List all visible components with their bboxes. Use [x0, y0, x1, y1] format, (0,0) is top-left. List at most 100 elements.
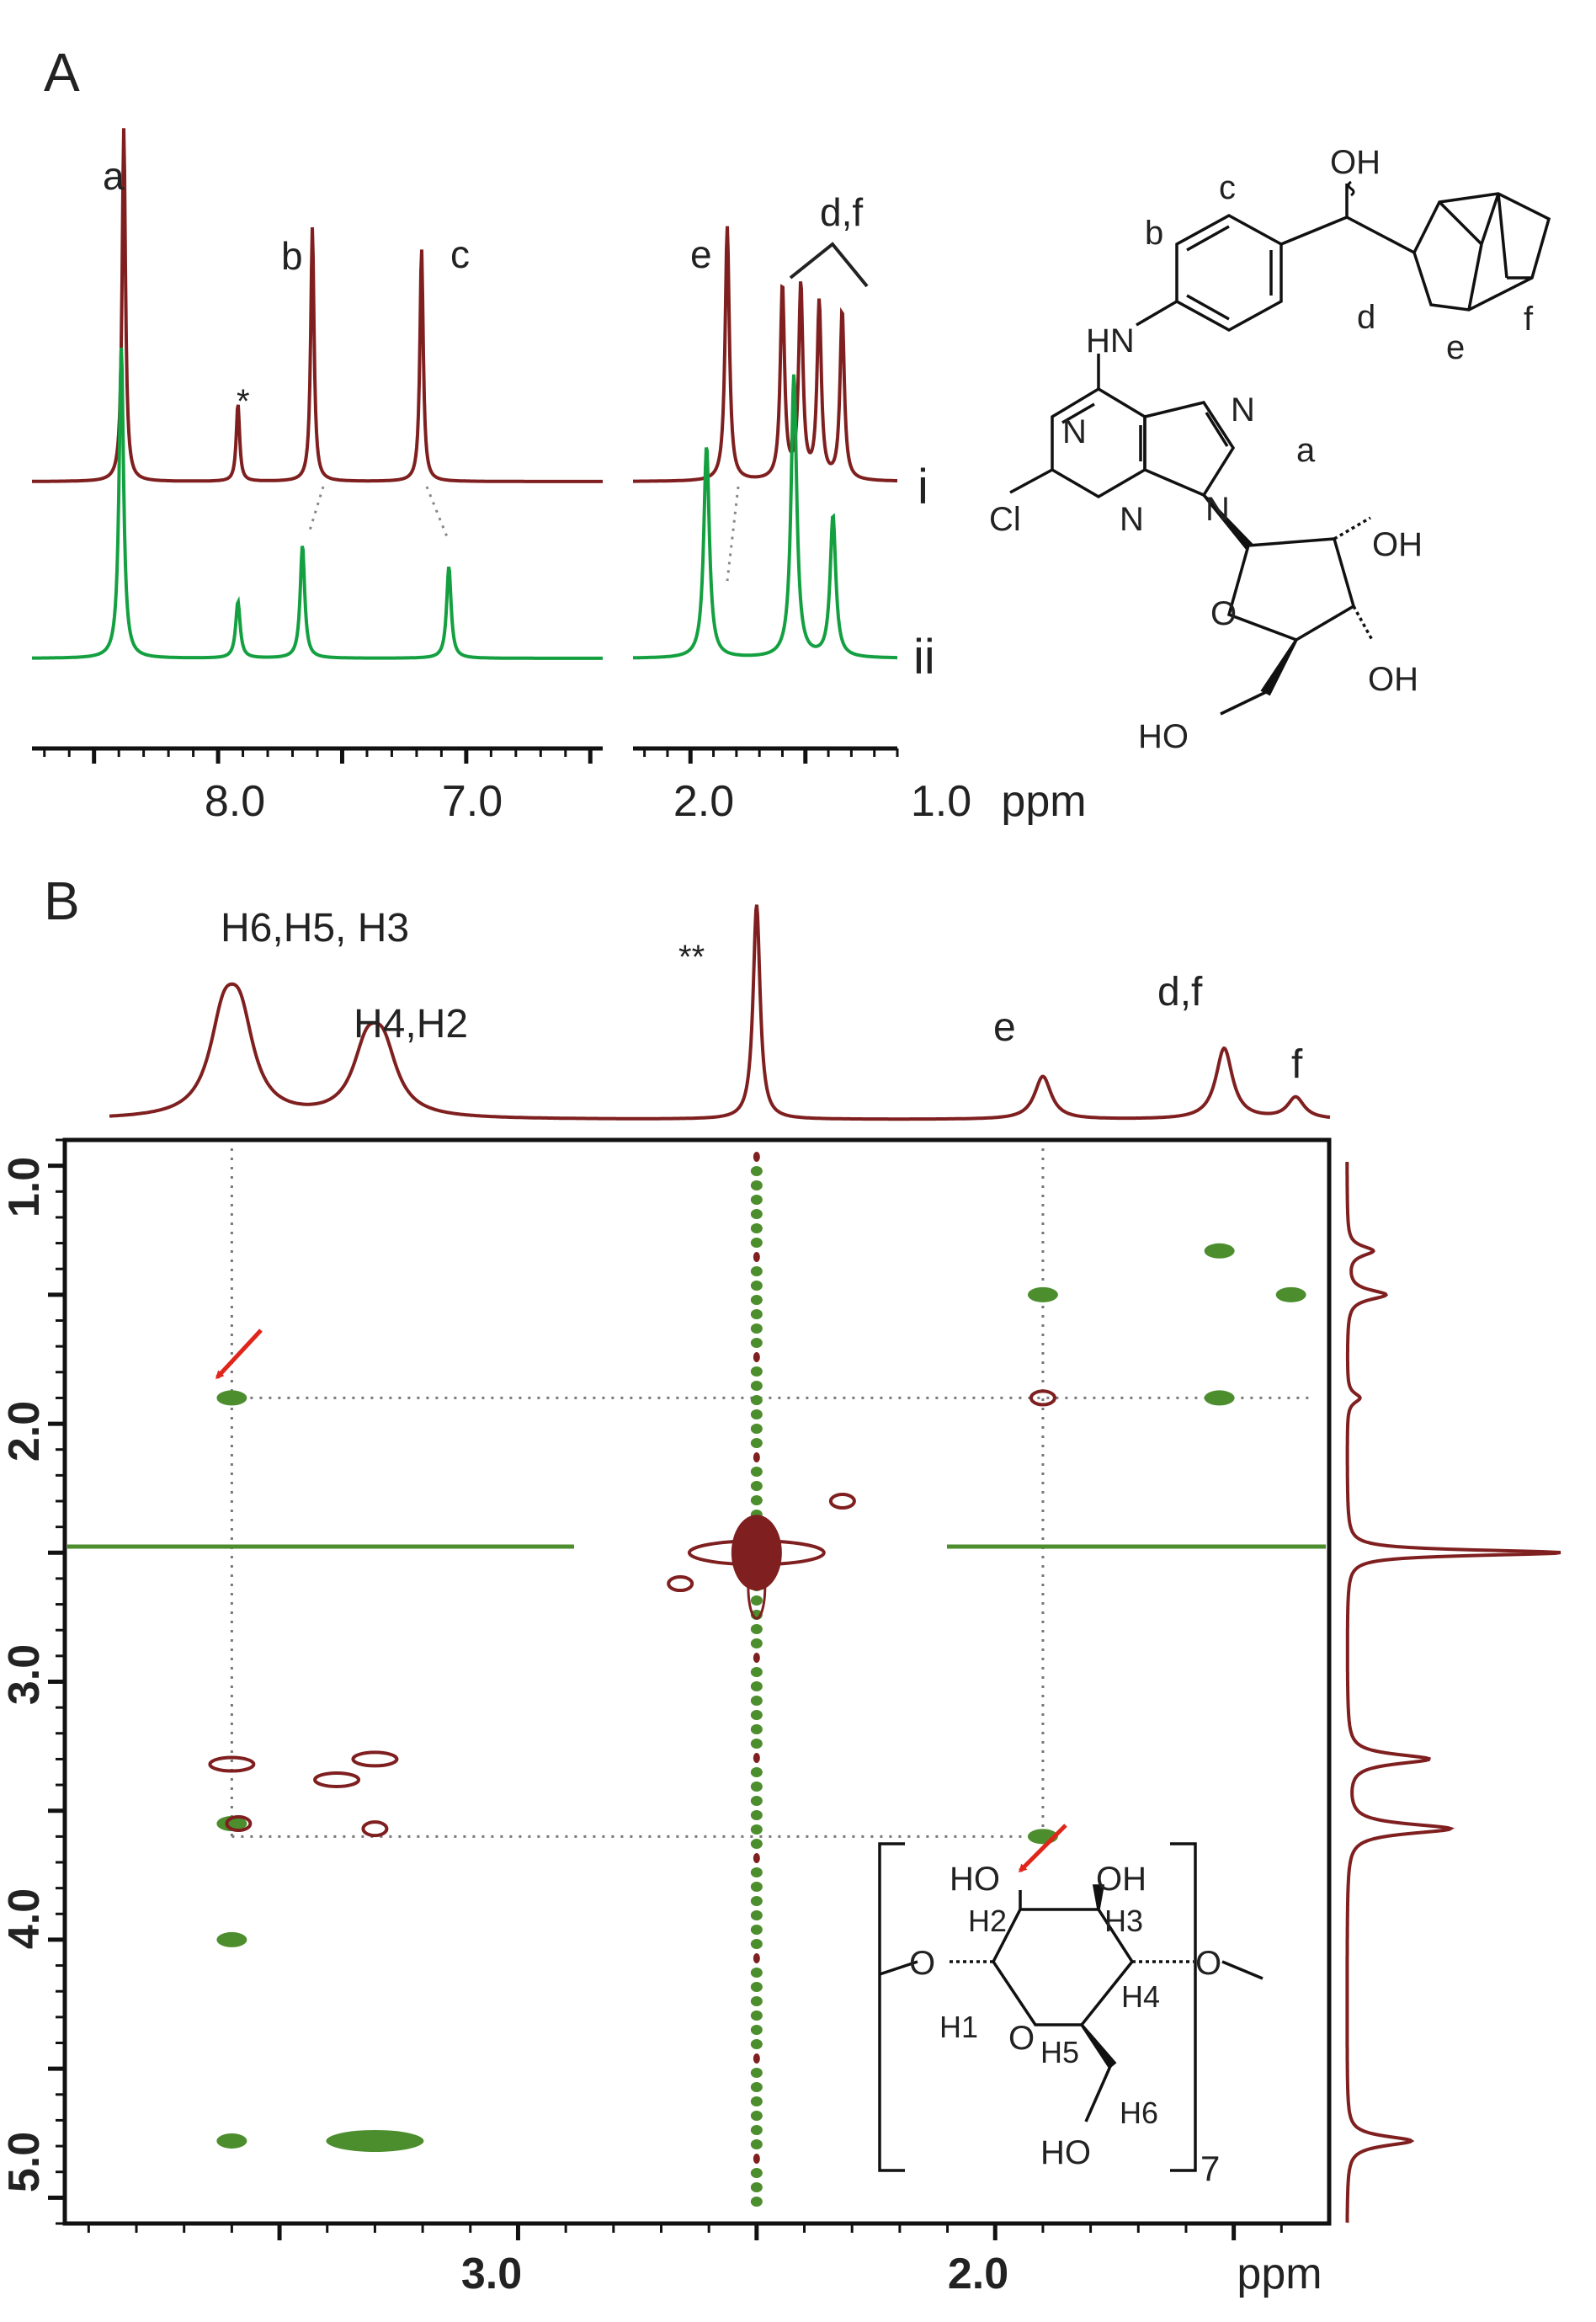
stripe-dot — [750, 1223, 763, 1233]
tick-label-2-0: 2.0 — [673, 777, 734, 826]
cross-peak-negative — [361, 1820, 389, 1838]
y-tick-4-0: 4.0 — [0, 1888, 49, 1949]
stripe-dot — [753, 1152, 760, 1162]
stripe-dot — [750, 1839, 763, 1849]
stripe-dot — [750, 1495, 763, 1505]
stripe-dot — [750, 1309, 763, 1319]
stripe-dot — [750, 1724, 763, 1734]
stripe-dot — [750, 1968, 763, 1978]
stripe-dot — [750, 1180, 763, 1190]
stripe-dot — [750, 1624, 763, 1634]
stripe-dot — [750, 2068, 763, 2078]
stripe-dot — [750, 1882, 763, 1892]
stripe-dot — [750, 1467, 763, 1477]
cross-peak-positive — [216, 2133, 247, 2149]
panel-b-yticks — [48, 1138, 65, 2225]
stripe-dot — [750, 1824, 763, 1835]
label-e-top: e — [993, 1005, 1016, 1050]
cross-peak-positive — [1275, 1286, 1306, 1302]
cross-peak-negative — [351, 1750, 399, 1768]
stripe-dot — [750, 2025, 763, 2035]
stripe-dot — [750, 1796, 763, 1806]
stripe-dot — [750, 2111, 763, 2121]
stripe-dot — [750, 1681, 763, 1691]
stripe-dot — [750, 1338, 763, 1348]
glc-o-left: O — [909, 1945, 935, 1982]
label-solvent-double-star: ** — [678, 939, 705, 976]
spectrum-i-aromatic — [32, 128, 603, 483]
panel-b-label: B — [44, 871, 80, 931]
stripe-dot — [750, 1896, 763, 1906]
stripe-dot — [753, 1653, 760, 1663]
stripe-dot — [750, 1281, 763, 1291]
purine-five-ring — [1143, 401, 1236, 498]
panel-a-shift-guides — [308, 486, 740, 582]
stripe-dot — [750, 1767, 763, 1777]
cross-peak-positive — [216, 1390, 247, 1406]
glucose-structure — [878, 1842, 1264, 2172]
cross-peak-negative — [225, 1815, 253, 1833]
cross-peak-negative — [828, 1493, 856, 1510]
tick-label-7-0: 7.0 — [442, 777, 503, 826]
atom-ho-5: HO — [1138, 718, 1189, 755]
y-tick-2-0: 2.0 — [0, 1401, 49, 1462]
atom-label-a: a — [1296, 432, 1316, 469]
peak-label-df: d,f — [820, 190, 863, 234]
stripe-dot — [750, 1982, 763, 1992]
cross-peaks — [208, 1243, 1306, 2152]
x-tick-3-0: 3.0 — [461, 2250, 522, 2298]
stripe-dot — [750, 1710, 763, 1720]
stripe-dot — [750, 1166, 763, 1176]
glc-o-ring: O — [1008, 2020, 1035, 2057]
atom-n3: N — [1120, 501, 1144, 538]
stripe-dot — [753, 1252, 760, 1262]
trace-label-ii: ii — [913, 630, 935, 684]
trace-label-i: i — [918, 460, 928, 514]
stripe-dot — [750, 1781, 763, 1792]
cross-peak-negative — [731, 1515, 782, 1591]
spectrum-ii-aliphatic — [633, 374, 897, 660]
atom-cl: Cl — [989, 501, 1021, 538]
label-h6-h5-h3: H6,H5, H3 — [221, 906, 409, 951]
stripe-dot — [753, 1753, 760, 1763]
cross-peak-positive — [216, 1931, 247, 1947]
cross-peak-positive — [1204, 1390, 1235, 1406]
spectrum-i-aliphatic — [633, 226, 897, 483]
glc-h3: H3 — [1104, 1904, 1143, 1938]
peak-label-e: e — [690, 232, 712, 276]
stripe-dot — [750, 2039, 763, 2049]
atom-label-c: c — [1219, 169, 1236, 206]
atom-hn: HN — [1086, 322, 1135, 359]
cross-peak-positive — [1027, 1286, 1058, 1302]
glc-h1: H1 — [939, 2010, 978, 2044]
panel-a-ticks — [43, 748, 899, 764]
adenosine-adamantyl-structure — [1009, 180, 1551, 716]
atom-oh-2: OH — [1372, 526, 1423, 563]
molecule-atom-labels: OH c b HN d f e N N a Cl N N OH O OH HO — [989, 144, 1534, 755]
arrow-lower-right — [1018, 1824, 1067, 1873]
peak-label-star: * — [237, 383, 250, 420]
glc-h4: H4 — [1121, 1979, 1160, 2014]
cross-peak-negative — [208, 1755, 256, 1773]
atom-label-d: d — [1357, 299, 1375, 336]
tick-label-8-0: 8.0 — [205, 777, 265, 826]
atom-label-b: b — [1145, 215, 1163, 252]
stripe-dot — [750, 2182, 763, 2192]
glc-repeat-7: 7 — [1200, 2149, 1220, 2188]
panel-b-x-labels: 3.0 2.0 ppm — [461, 2250, 1322, 2298]
stripe-dot — [750, 1867, 763, 1877]
bracket-left — [878, 1842, 905, 2172]
x-tick-2-0: 2.0 — [948, 2250, 1008, 2298]
label-h4-h2: H4,H2 — [354, 1002, 468, 1046]
stripe-dot — [750, 1810, 763, 1820]
stripe-dot — [753, 1352, 760, 1362]
right-projection-spectrum — [1345, 1162, 1561, 2223]
stripe-dot — [750, 1925, 763, 1935]
stripe-dot — [750, 1996, 763, 2006]
cross-peak-negative — [1029, 1389, 1056, 1407]
ribose-ring — [1226, 537, 1356, 642]
phenyl-ring — [1175, 214, 1283, 332]
guide-lines — [230, 1148, 1312, 1838]
adamantane-cage — [1412, 192, 1551, 312]
glc-o-right: O — [1195, 1945, 1221, 1982]
